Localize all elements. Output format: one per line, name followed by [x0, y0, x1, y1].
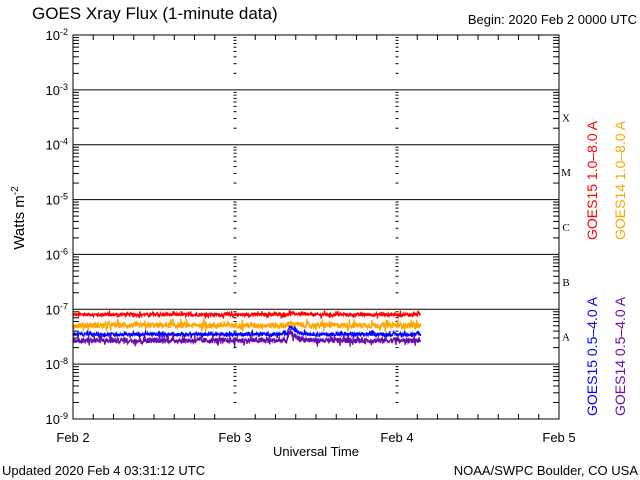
x-tick-labels: Feb 2 Feb 3 Feb 4 Feb 5: [56, 430, 575, 445]
legend-entry: GOES15 1.0–8.0 A: [584, 120, 600, 240]
y-axis-label: Watts m-2: [10, 186, 28, 250]
credit-label: NOAA/SWPC Boulder, CO USA: [454, 463, 639, 478]
legend-entry: GOES14 0.5–4.0 A: [612, 296, 628, 416]
series-line: [72, 325, 422, 339]
y-tick-labels: 10-2 10-3 10-4 10-5 10-6 10-7 10-8 10-9: [46, 27, 68, 427]
y-tick-label: 10-3: [46, 82, 68, 98]
x-tick-label: Feb 3: [218, 430, 251, 445]
x-tick-label: Feb 5: [542, 430, 575, 445]
y-tick-label: 10-7: [46, 301, 68, 317]
y-tick-label: 10-6: [46, 246, 68, 262]
y-tick-label: 10-8: [46, 356, 68, 372]
legend-entry: GOES14 1.0–8.0 A: [612, 120, 628, 240]
chart-title: GOES Xray Flux (1-minute data): [32, 4, 278, 23]
flare-class-C: C: [562, 222, 569, 234]
y-tick-label: 10-4: [46, 137, 68, 153]
legend: GOES15 1.0–8.0 A GOES14 1.0–8.0 A GOES15 0…: [584, 120, 628, 416]
series-line: [72, 309, 421, 320]
updated-timestamp: Updated 2020 Feb 4 03:31:12 UTC: [2, 463, 205, 478]
plot-frame: [72, 34, 560, 420]
begin-label: Begin: 2020 Feb 2 0000 UTC: [468, 12, 637, 27]
series-line: [72, 329, 421, 348]
legend-entry: GOES15 0.5–4.0 A: [584, 296, 600, 416]
y-tick-label: 10-9: [46, 411, 68, 427]
flare-class-B: B: [562, 277, 569, 289]
y-tick-label: 10-5: [46, 192, 68, 208]
x-axis-label: Universal Time: [273, 444, 359, 459]
series-line: [72, 318, 422, 333]
x-tick-label: Feb 2: [56, 430, 89, 445]
flare-class-labels: X M C B A: [561, 112, 571, 343]
grid: [73, 35, 559, 419]
flare-class-M: M: [561, 167, 571, 179]
series-lines: [72, 309, 422, 348]
flare-class-X: X: [562, 112, 570, 124]
flare-class-A: A: [562, 332, 570, 344]
x-tick-label: Feb 4: [380, 430, 413, 445]
y-tick-label: 10-2: [46, 27, 68, 43]
